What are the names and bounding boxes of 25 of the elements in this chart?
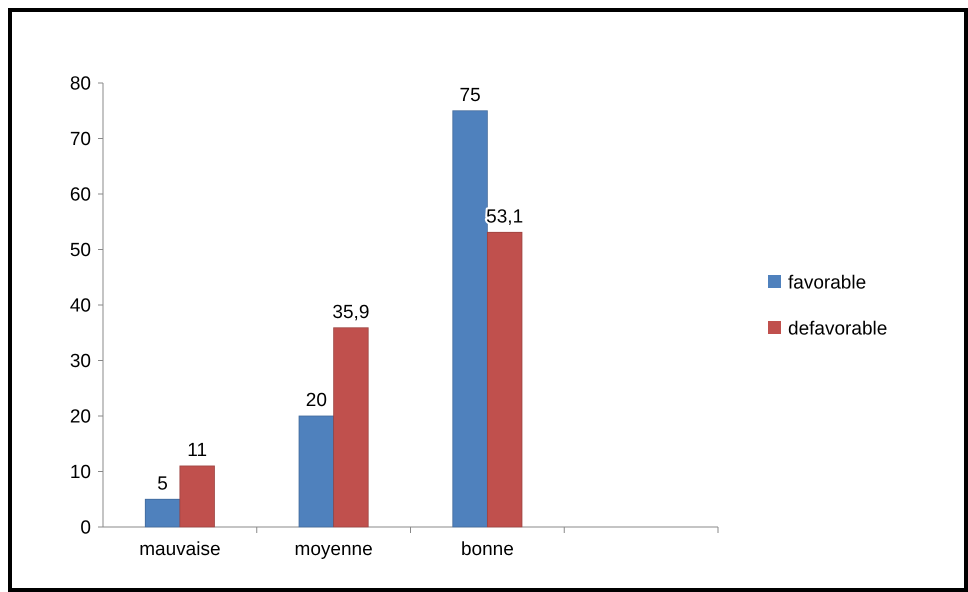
x-tick-label: mauvaise: [139, 539, 221, 560]
bar: [486, 232, 522, 528]
data-label: 11: [187, 440, 208, 461]
y-tick-label: 20: [70, 406, 91, 428]
y-tick-label: 80: [70, 74, 91, 95]
y-tick-label: 70: [70, 129, 91, 150]
bar: [179, 466, 215, 528]
y-tick-label: 40: [70, 296, 91, 317]
bar: [452, 110, 488, 528]
data-label: 35,9: [332, 302, 370, 323]
bar: [298, 416, 334, 528]
legend-label: favorable: [788, 272, 866, 294]
data-label: 5: [157, 473, 168, 494]
y-tick-label: 60: [70, 184, 91, 206]
bar: [333, 327, 369, 528]
x-tick-label: moyenne: [294, 539, 373, 560]
data-label: 75: [460, 84, 481, 106]
y-tick-label: 10: [70, 462, 91, 484]
y-tick-label: 0: [80, 518, 91, 539]
y-tick-label: 30: [70, 351, 91, 372]
x-tick-label: bonne: [460, 539, 514, 560]
y-tick-label: 50: [70, 240, 91, 262]
legend-label: defavorable: [788, 318, 888, 340]
data-label: 20: [306, 390, 327, 411]
bar: [144, 498, 180, 528]
